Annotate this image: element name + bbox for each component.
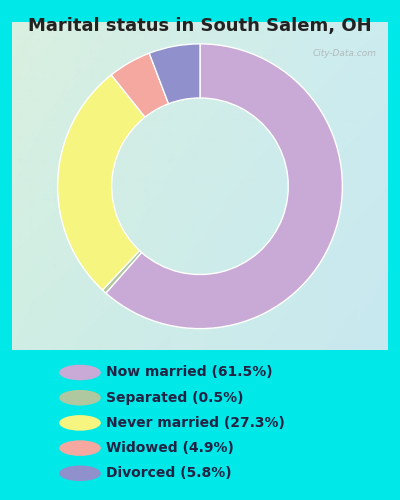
Text: Now married (61.5%): Now married (61.5%) [106, 366, 273, 380]
Circle shape [59, 440, 101, 456]
Circle shape [59, 415, 101, 430]
Circle shape [59, 466, 101, 481]
Circle shape [59, 364, 101, 380]
Wedge shape [58, 75, 145, 290]
Text: Separated (0.5%): Separated (0.5%) [106, 390, 244, 404]
Text: Marital status in South Salem, OH: Marital status in South Salem, OH [28, 18, 372, 36]
Text: Divorced (5.8%): Divorced (5.8%) [106, 466, 232, 480]
Text: City-Data.com: City-Data.com [313, 48, 377, 58]
Wedge shape [149, 44, 200, 104]
Text: Never married (27.3%): Never married (27.3%) [106, 416, 285, 430]
Wedge shape [106, 44, 342, 329]
Circle shape [59, 390, 101, 406]
Wedge shape [111, 53, 168, 117]
Text: Widowed (4.9%): Widowed (4.9%) [106, 441, 234, 455]
Wedge shape [102, 250, 142, 293]
